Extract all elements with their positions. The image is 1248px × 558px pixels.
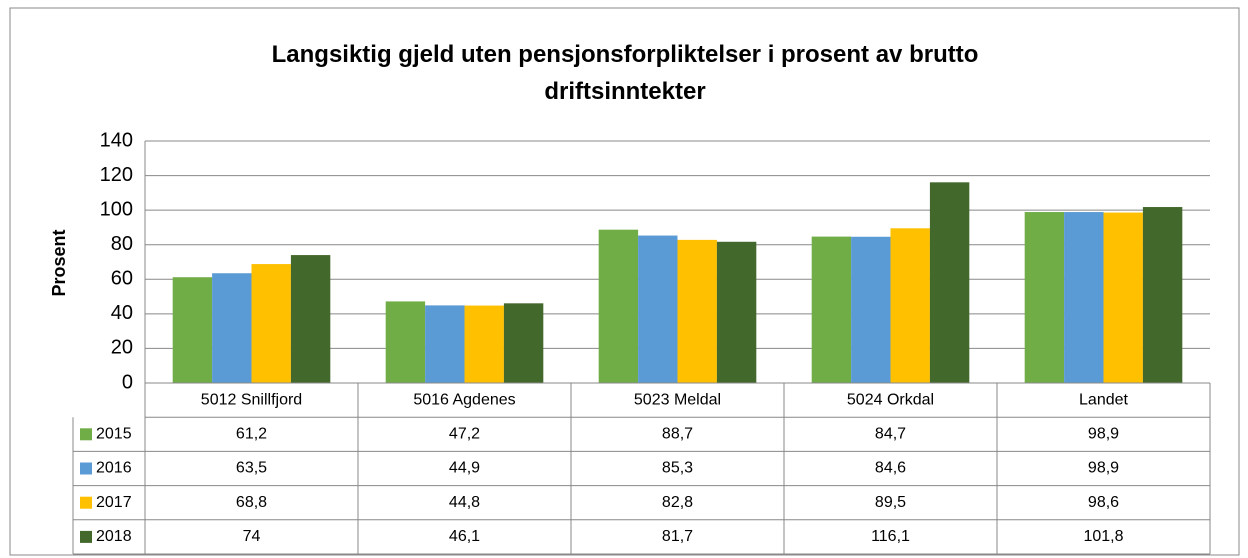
bar: [1064, 212, 1104, 383]
y-tick-label: 80: [111, 233, 133, 255]
bar: [638, 235, 678, 383]
bar: [503, 303, 544, 383]
y-tick-label: 20: [111, 337, 133, 359]
legend-key: [80, 530, 92, 543]
bar: [1103, 212, 1143, 383]
table-value: 98,9: [1088, 460, 1119, 477]
legend-key: [80, 496, 92, 509]
table-value: 88,7: [662, 426, 693, 443]
y-tick-label: 40: [111, 302, 133, 324]
bar: [811, 236, 852, 383]
table-value: 116,1: [871, 528, 910, 545]
table-value: 68,8: [236, 494, 267, 511]
table-value: 46,1: [449, 528, 480, 545]
bar: [890, 228, 930, 383]
table-value: 101,8: [1083, 528, 1123, 545]
table-value: 47,2: [449, 426, 480, 443]
bar: [290, 255, 331, 383]
table-value: 84,7: [875, 426, 906, 443]
x-tick-label: 5024 Orkdal: [847, 391, 934, 408]
table-value: 98,6: [1088, 494, 1119, 511]
x-tick-label: 5016 Agdenes: [413, 391, 515, 408]
table-value: 61,2: [236, 426, 267, 443]
legend-key: [80, 428, 92, 441]
y-tick-label: 120: [100, 164, 133, 186]
table-value: 85,3: [662, 460, 693, 477]
y-tick-label: 60: [111, 268, 133, 290]
bar: [929, 182, 970, 383]
table-value: 81,7: [662, 528, 693, 545]
bar: [172, 277, 213, 383]
table-value: 89,5: [875, 494, 906, 511]
y-tick-label: 100: [100, 198, 133, 220]
table-value: 82,8: [662, 494, 693, 511]
legend-label: 2016: [96, 460, 132, 477]
bar: [425, 305, 465, 383]
legend-label: 2018: [96, 528, 132, 545]
table-value: 98,9: [1088, 426, 1119, 443]
table-value: 74: [243, 528, 261, 545]
legend-label: 2017: [96, 494, 132, 511]
x-tick-label: 5012 Snillfjord: [201, 391, 302, 408]
x-tick-label: 5023 Meldal: [634, 391, 721, 408]
y-tick-label: 140: [100, 129, 133, 151]
legend-label: 2015: [96, 426, 132, 443]
bar: [1142, 207, 1183, 383]
bar: [385, 301, 426, 383]
x-tick-label: Landet: [1079, 391, 1128, 408]
table-value: 44,8: [449, 494, 480, 511]
table-value: 44,9: [449, 460, 480, 477]
bar: [464, 305, 504, 383]
bar: [212, 273, 252, 383]
bar: [851, 236, 891, 383]
table-value: 84,6: [875, 460, 906, 477]
bar: [1024, 212, 1065, 383]
legend-key: [80, 462, 92, 475]
y-axis-label: Prosent: [49, 229, 69, 296]
y-tick-label: 0: [122, 371, 133, 393]
bar: [598, 229, 639, 383]
bar: [716, 241, 757, 383]
bar: [677, 239, 717, 383]
bar: [251, 264, 291, 383]
table-value: 63,5: [236, 460, 267, 477]
chart-title: Langsiktig gjeld uten pensjonsforpliktel…: [271, 41, 979, 105]
